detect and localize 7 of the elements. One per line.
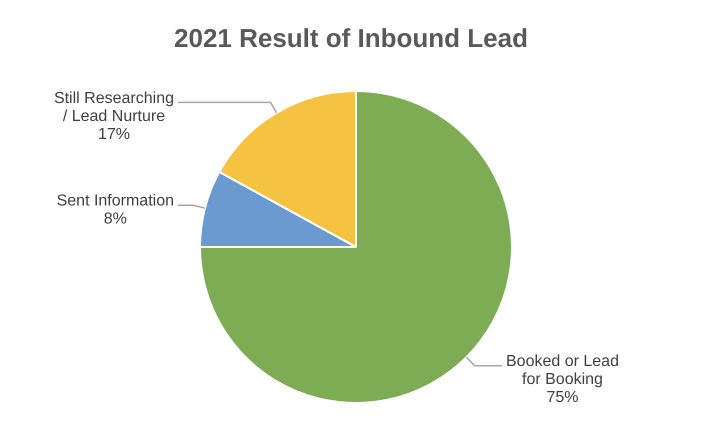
data-label: 8% bbox=[104, 210, 127, 228]
slice-label: Sent Information bbox=[56, 192, 174, 210]
chart-title: 2021 Result of Inbound Lead bbox=[173, 22, 529, 54]
data-label: 75% bbox=[546, 389, 579, 406]
slice-label: Still Researching / Lead Nurture bbox=[54, 90, 174, 125]
slice-label: Booked or Lead for Booking bbox=[506, 353, 619, 388]
data-label: 17% bbox=[98, 126, 130, 143]
